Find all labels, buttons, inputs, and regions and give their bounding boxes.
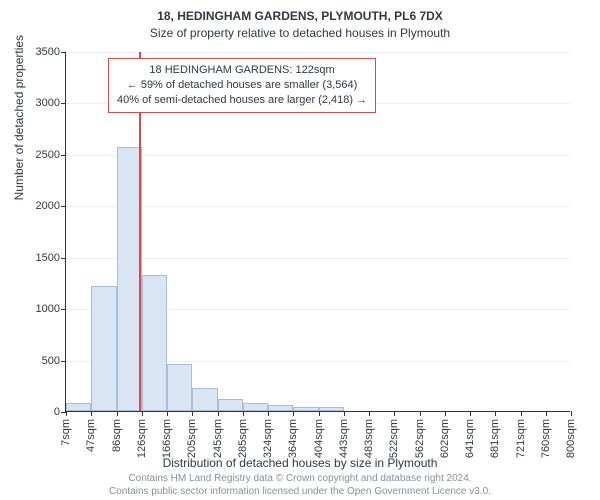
- address-line: 18, HEDINGHAM GARDENS, PLYMOUTH, PL6 7DX: [0, 8, 600, 25]
- y-tick-mark: [61, 103, 66, 104]
- y-tick-mark: [61, 309, 66, 310]
- histogram-bar: [319, 407, 344, 411]
- y-tick-mark: [61, 361, 66, 362]
- x-tick-label: 47sqm: [85, 419, 97, 452]
- footer: Contains HM Land Registry data © Crown c…: [0, 472, 600, 498]
- footer-line1: Contains HM Land Registry data © Crown c…: [0, 472, 600, 485]
- x-tick-mark: [495, 411, 496, 416]
- y-tick-label: 1500: [36, 252, 60, 264]
- annotation-line2: ← 59% of detached houses are smaller (3,…: [117, 78, 367, 93]
- x-tick-mark: [117, 411, 118, 416]
- histogram-bar: [66, 403, 91, 411]
- x-tick-mark: [445, 411, 446, 416]
- x-tick-mark: [91, 411, 92, 416]
- x-tick-mark: [243, 411, 244, 416]
- x-tick-label: 324sqm: [262, 419, 274, 458]
- x-tick-mark: [420, 411, 421, 416]
- y-tick-mark: [61, 155, 66, 156]
- footer-line2: Contains public sector information licen…: [0, 485, 600, 498]
- x-tick-label: 681sqm: [489, 419, 501, 458]
- chart-title-block: 18, HEDINGHAM GARDENS, PLYMOUTH, PL6 7DX…: [0, 0, 600, 42]
- grid-line: [66, 52, 570, 53]
- y-tick-label: 2000: [36, 200, 60, 212]
- x-tick-mark: [218, 411, 219, 416]
- y-tick-mark: [61, 52, 66, 53]
- y-tick-mark: [61, 206, 66, 207]
- x-tick-mark: [66, 411, 67, 416]
- histogram-bar: [218, 399, 243, 411]
- x-tick-label: 7sqm: [60, 419, 72, 446]
- x-tick-mark: [319, 411, 320, 416]
- x-tick-label: 364sqm: [287, 419, 299, 458]
- x-tick-label: 285sqm: [237, 419, 249, 458]
- annotation-line3: 40% of semi-detached houses are larger (…: [117, 93, 367, 108]
- histogram-bar: [167, 364, 192, 411]
- x-tick-mark: [192, 411, 193, 416]
- x-tick-label: 245sqm: [212, 419, 224, 458]
- x-tick-label: 641sqm: [464, 419, 476, 458]
- histogram-bar: [91, 286, 116, 411]
- x-tick-mark: [369, 411, 370, 416]
- plot-region: 05001000150020002500300035007sqm47sqm86s…: [65, 52, 570, 412]
- chart-area: 05001000150020002500300035007sqm47sqm86s…: [65, 52, 570, 412]
- subtitle-line: Size of property relative to detached ho…: [0, 25, 600, 42]
- x-tick-label: 404sqm: [313, 419, 325, 458]
- x-tick-label: 721sqm: [515, 419, 527, 458]
- y-tick-label: 1000: [36, 303, 60, 315]
- x-tick-mark: [167, 411, 168, 416]
- x-tick-label: 562sqm: [414, 419, 426, 458]
- y-tick-label: 3500: [36, 46, 60, 58]
- y-tick-label: 500: [42, 355, 60, 367]
- histogram-bar: [268, 405, 293, 411]
- x-tick-mark: [142, 411, 143, 416]
- histogram-bar: [243, 403, 268, 411]
- y-tick-label: 2500: [36, 149, 60, 161]
- histogram-bar: [293, 407, 318, 411]
- x-tick-mark: [293, 411, 294, 416]
- x-tick-label: 483sqm: [363, 419, 375, 458]
- annotation-line1: 18 HEDINGHAM GARDENS: 122sqm: [117, 63, 367, 78]
- x-tick-label: 522sqm: [388, 419, 400, 458]
- x-axis-label: Distribution of detached houses by size …: [0, 456, 600, 470]
- histogram-bar: [117, 147, 142, 411]
- y-axis-label: Number of detached properties: [12, 35, 26, 200]
- x-tick-label: 443sqm: [338, 419, 350, 458]
- x-tick-label: 602sqm: [439, 419, 451, 458]
- x-tick-label: 166sqm: [161, 419, 173, 458]
- x-tick-label: 800sqm: [565, 419, 577, 458]
- y-tick-mark: [61, 258, 66, 259]
- annotation-box: 18 HEDINGHAM GARDENS: 122sqm ← 59% of de…: [108, 58, 376, 113]
- x-tick-label: 126sqm: [136, 419, 148, 458]
- x-tick-mark: [546, 411, 547, 416]
- x-tick-mark: [268, 411, 269, 416]
- x-tick-label: 86sqm: [111, 419, 123, 452]
- histogram-bar: [142, 275, 167, 411]
- x-tick-label: 760sqm: [540, 419, 552, 458]
- x-tick-mark: [344, 411, 345, 416]
- x-tick-mark: [394, 411, 395, 416]
- histogram-bar: [192, 388, 217, 411]
- x-tick-mark: [521, 411, 522, 416]
- x-tick-label: 205sqm: [186, 419, 198, 458]
- y-tick-label: 0: [54, 406, 60, 418]
- y-tick-label: 3000: [36, 97, 60, 109]
- x-tick-mark: [571, 411, 572, 416]
- x-tick-mark: [470, 411, 471, 416]
